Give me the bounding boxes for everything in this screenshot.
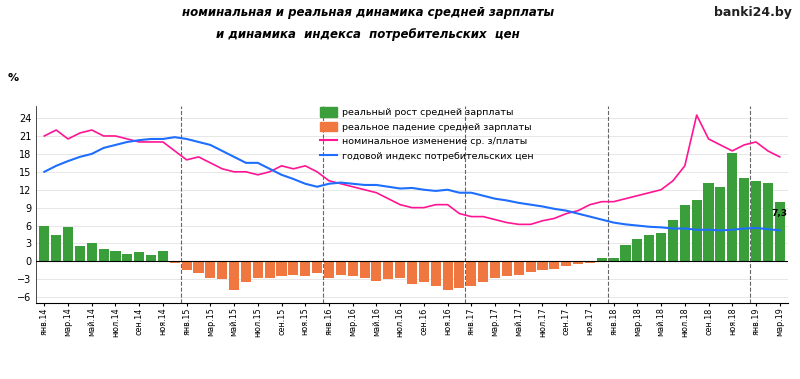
Bar [538,262,547,270]
Bar [739,178,749,262]
Bar [158,251,168,262]
Bar [395,262,405,278]
Bar [98,249,109,262]
Bar [526,262,536,272]
Text: banki24.by: banki24.by [714,6,792,19]
Bar [39,226,50,262]
Bar [194,262,203,273]
Bar [134,252,144,262]
Bar [229,262,239,290]
Bar [371,262,382,280]
Bar [751,181,761,262]
Bar [217,262,227,279]
Bar [656,233,666,262]
Text: номинальная и реальная динамика средней зарплаты: номинальная и реальная динамика средней … [182,6,554,19]
Legend: реальный рост средней зарплаты, реальное падение средней зарплаты, номинальное и: реальный рост средней зарплаты, реальное… [320,107,534,161]
Bar [774,202,785,262]
Bar [359,262,370,278]
Bar [146,255,156,262]
Bar [644,235,654,262]
Bar [265,262,274,278]
Bar [288,262,298,274]
Bar [336,262,346,274]
Bar [206,262,215,278]
Text: 7,3: 7,3 [772,209,788,218]
Text: и динамика  индекса  потребительских  цен: и динамика индекса потребительских цен [216,28,520,41]
Bar [63,227,73,262]
Bar [442,262,453,290]
Bar [430,262,441,287]
Bar [597,258,607,262]
Bar [51,235,62,262]
Bar [561,262,571,266]
Bar [668,219,678,262]
Bar [419,262,429,282]
Bar [621,245,630,262]
Bar [86,243,97,262]
Bar [75,246,85,262]
Bar [182,262,192,270]
Bar [762,183,773,262]
Bar [383,262,394,279]
Bar [609,258,618,262]
Bar [632,239,642,262]
Bar [727,153,738,262]
Bar [122,254,132,262]
Bar [241,262,251,282]
Bar [253,262,263,278]
Bar [502,262,512,276]
Bar [478,262,488,282]
Bar [514,262,524,274]
Bar [348,262,358,276]
Bar [407,262,417,284]
Bar [454,262,465,288]
Bar [680,205,690,262]
Bar [715,187,726,262]
Bar [490,262,500,278]
Bar [300,262,310,276]
Bar [312,262,322,273]
Bar [324,262,334,278]
Text: %: % [8,74,19,83]
Bar [692,200,702,262]
Bar [110,251,121,262]
Bar [277,262,286,276]
Bar [703,183,714,262]
Bar [573,262,583,265]
Bar [170,262,180,263]
Bar [550,262,559,269]
Bar [585,262,595,263]
Bar [466,262,476,287]
